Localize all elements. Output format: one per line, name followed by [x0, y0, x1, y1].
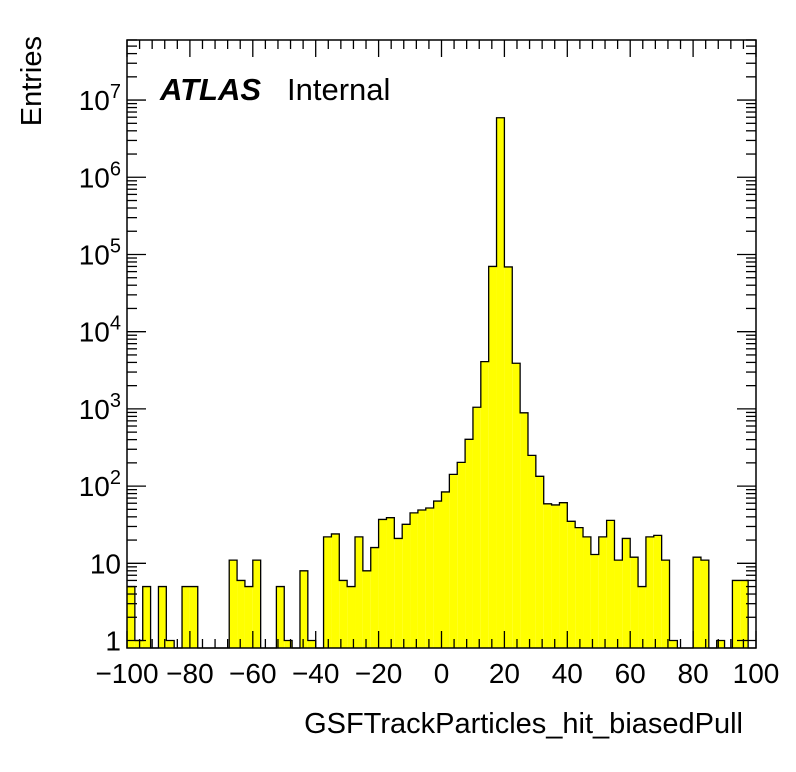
x-axis-title: GSFTrackParticles_hit_biasedPull	[304, 708, 743, 740]
x-tick-label: 80	[678, 658, 709, 689]
internal-label: Internal	[287, 72, 390, 107]
histogram-bar	[535, 476, 544, 648]
atlas-label: ATLAS	[159, 72, 261, 107]
histogram-bar	[252, 560, 261, 648]
histogram-bar	[645, 536, 654, 648]
histogram-bar	[669, 640, 678, 648]
histogram-bar	[182, 586, 190, 648]
axis-ticks	[126, 39, 757, 648]
histogram-bar	[496, 117, 505, 649]
x-tick-label: 60	[615, 658, 646, 689]
histogram-bar	[362, 570, 371, 648]
histogram-bars	[127, 117, 749, 649]
histogram-bar	[449, 474, 458, 648]
histogram-bar	[622, 538, 631, 648]
x-tick-label: −100	[95, 658, 158, 689]
x-tick-label: 100	[733, 658, 780, 689]
histogram-bar	[559, 502, 568, 648]
histogram-bar	[472, 407, 481, 648]
histogram-bar	[480, 361, 489, 648]
histogram-bar	[700, 560, 709, 648]
histogram-bar	[166, 640, 175, 648]
histogram-bar	[693, 557, 701, 648]
y-tick-label: 105	[79, 235, 121, 270]
histogram-bar	[189, 586, 198, 648]
histogram-bar	[465, 439, 473, 648]
y-tick-label: 107	[79, 81, 121, 116]
histogram-bar	[307, 640, 316, 648]
y-tick-labels: 1 10 102 103 104 105 106 107	[79, 81, 121, 656]
x-tick-label: 40	[552, 658, 583, 689]
histogram-bar	[583, 536, 591, 648]
histogram-bar	[237, 580, 245, 648]
histogram-bar	[512, 363, 521, 648]
histogram-bar	[410, 512, 418, 648]
x-tick-label: −80	[166, 658, 214, 689]
histogram-bar	[378, 519, 387, 648]
histogram-bar	[504, 266, 513, 648]
histogram-bar	[543, 503, 552, 648]
histogram-bar	[630, 557, 639, 648]
histogram-bar	[457, 462, 466, 648]
histogram-bar	[299, 570, 308, 648]
histogram-bar	[732, 580, 741, 648]
histogram-bar	[339, 580, 348, 648]
x-tick-label: −60	[229, 658, 277, 689]
histogram-step-line	[127, 117, 756, 649]
histogram-bar	[606, 520, 615, 648]
histogram-bar	[158, 586, 167, 648]
y-tick-label: 10	[90, 548, 121, 579]
histogram-bar	[567, 521, 576, 648]
x-tick-labels: −100 −80 −60 −40 −20 0 20 40 60 80 100	[95, 658, 779, 689]
histogram-bar	[441, 491, 450, 648]
x-tick-label: −20	[355, 658, 403, 689]
histogram-bar	[331, 533, 340, 648]
histogram-bar	[520, 412, 528, 648]
histogram-bar	[142, 586, 151, 648]
y-tick-label: 106	[79, 158, 121, 193]
histogram-bar	[229, 560, 238, 648]
histogram-bar	[394, 538, 403, 648]
x-tick-label: −40	[292, 658, 340, 689]
histogram-outline	[127, 117, 756, 649]
histogram-bar	[425, 508, 434, 648]
histogram-bar	[740, 580, 749, 648]
histogram-bar	[386, 517, 395, 648]
histogram-bar	[716, 640, 725, 648]
histogram-bar	[134, 640, 143, 648]
histogram-bar	[402, 524, 411, 648]
y-tick-label: 1	[105, 626, 121, 657]
y-tick-label: 103	[79, 390, 121, 425]
histogram-bar	[433, 501, 442, 648]
histogram-bar	[661, 560, 670, 648]
y-tick-label: 102	[79, 467, 121, 502]
y-axis-title: Entries	[16, 36, 48, 126]
histogram-bar	[638, 586, 646, 648]
histogram-bar	[284, 640, 293, 648]
histogram-bar	[527, 455, 536, 648]
histogram-bar	[370, 547, 379, 648]
x-tick-label: 0	[434, 658, 450, 689]
histogram-bar	[244, 586, 253, 648]
histogram-bar	[590, 554, 599, 648]
histogram-bar	[488, 266, 497, 648]
histogram-bar	[551, 504, 560, 648]
histogram-bar	[575, 527, 584, 648]
histogram-bar	[323, 536, 332, 648]
histogram-bar	[653, 535, 662, 648]
histogram-bar	[276, 586, 285, 648]
histogram-bar	[355, 536, 363, 648]
x-tick-label: 20	[489, 658, 520, 689]
y-tick-label: 104	[79, 313, 121, 348]
histogram-bar	[614, 560, 623, 648]
histogram-bar	[347, 586, 356, 648]
histogram-bar	[598, 536, 607, 648]
histogram-bar	[417, 510, 426, 648]
